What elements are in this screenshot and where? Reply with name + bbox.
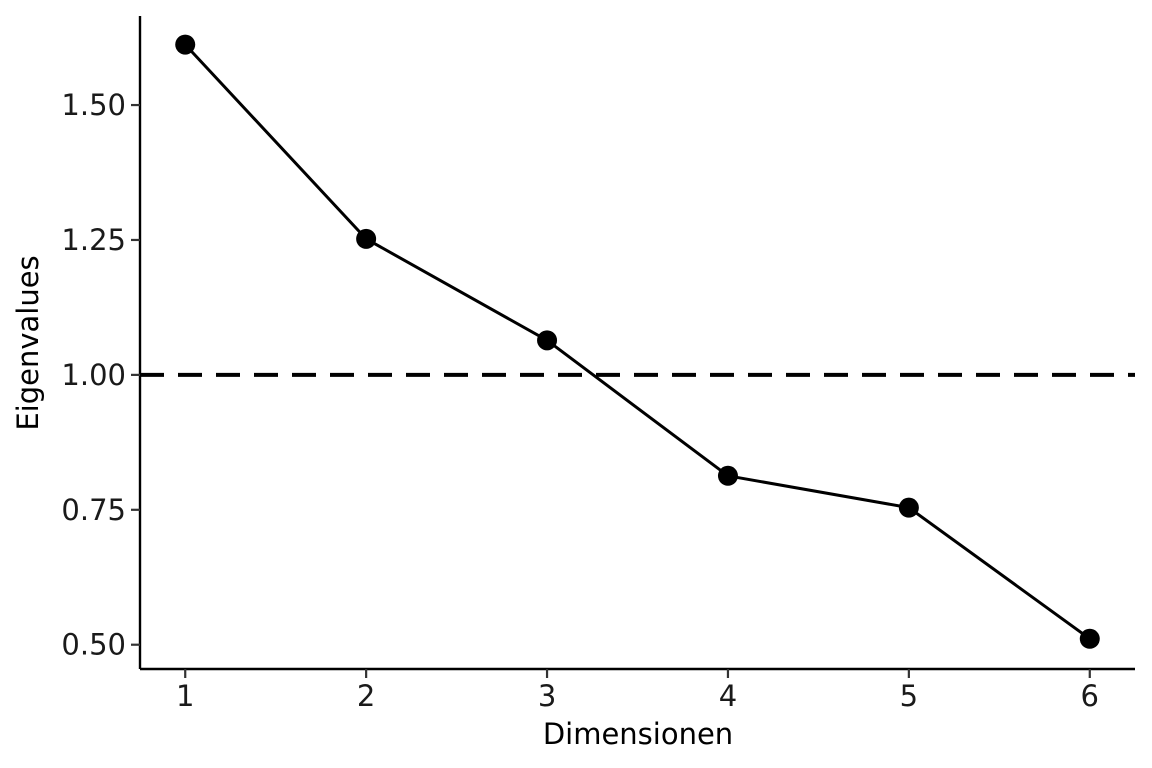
x-tick-label: 5 xyxy=(900,679,918,713)
data-point xyxy=(356,228,377,249)
data-point xyxy=(1079,628,1100,649)
x-tick-label: 1 xyxy=(176,679,194,713)
y-tick-label: 1.25 xyxy=(61,223,126,257)
x-axis-ticks: 1 2 3 4 5 6 xyxy=(176,669,1099,713)
x-tick-label: 4 xyxy=(719,679,737,713)
data-point xyxy=(537,330,558,351)
x-tick-label: 6 xyxy=(1081,679,1099,713)
x-axis-title: Dimensionen xyxy=(543,717,733,751)
x-tick-label: 3 xyxy=(538,679,556,713)
y-tick-label: 1.00 xyxy=(61,358,126,392)
y-tick-label: 1.50 xyxy=(61,88,126,122)
data-point xyxy=(898,497,919,518)
data-point xyxy=(175,34,196,55)
chart-marks xyxy=(140,34,1135,649)
x-tick-label: 2 xyxy=(357,679,375,713)
y-tick-label: 0.75 xyxy=(61,493,126,527)
y-tick-label: 0.50 xyxy=(61,628,126,662)
y-axis-ticks: 0.50 0.75 1.00 1.25 1.50 xyxy=(61,88,140,662)
data-point xyxy=(717,465,738,486)
y-axis-title: Eigenvalues xyxy=(11,255,45,430)
series-line xyxy=(184,43,1091,640)
